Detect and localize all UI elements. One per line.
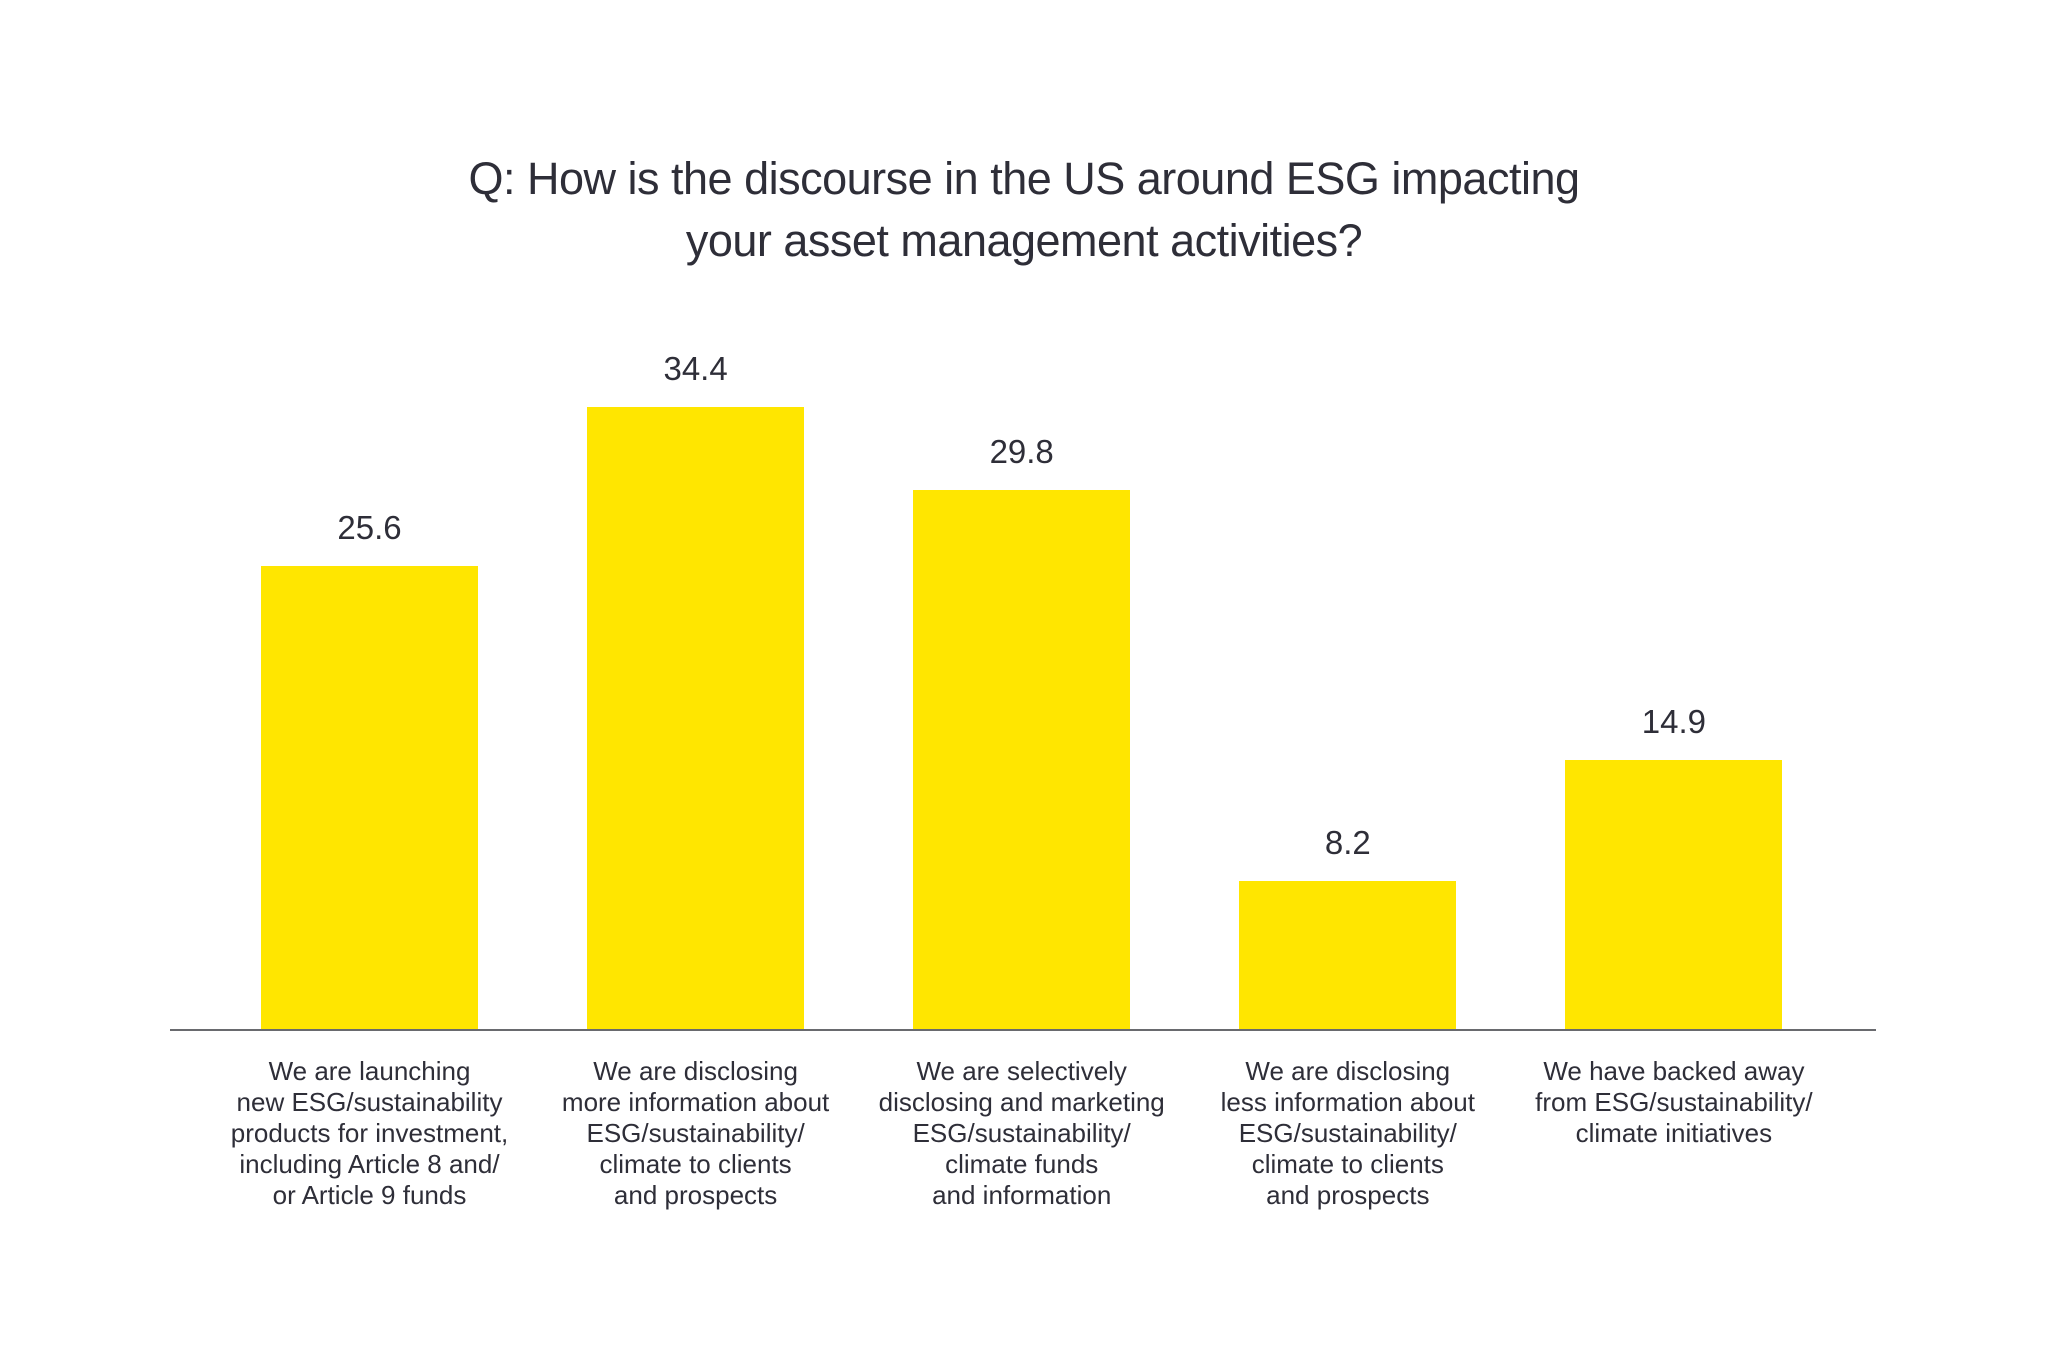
x-axis-line [170, 1029, 1876, 1031]
x-axis-category-label: We are disclosing more information about… [561, 1056, 830, 1210]
x-axis-category-label: We are disclosing less information about… [1220, 1056, 1475, 1210]
x-axis-category-label: We are selectively disclosing and market… [878, 1056, 1165, 1210]
chart-title: Q: How is the discourse in the US around… [468, 153, 1580, 266]
bar [1239, 881, 1457, 1030]
bar [1565, 760, 1783, 1030]
bar-value-label: 29.8 [989, 433, 1054, 470]
bar [261, 566, 478, 1030]
bar [913, 490, 1131, 1030]
bar-value-label: 34.4 [663, 350, 728, 387]
bar-value-label: 14.9 [1641, 703, 1706, 740]
bar-value-label: 25.6 [337, 509, 402, 546]
x-axis-category-label: We have backed away from ESG/sustainabil… [1535, 1056, 1813, 1148]
x-axis-category-label: We are launching new ESG/sustainability … [230, 1056, 509, 1210]
bar-value-label: 8.2 [1324, 824, 1371, 861]
bar [587, 407, 805, 1030]
